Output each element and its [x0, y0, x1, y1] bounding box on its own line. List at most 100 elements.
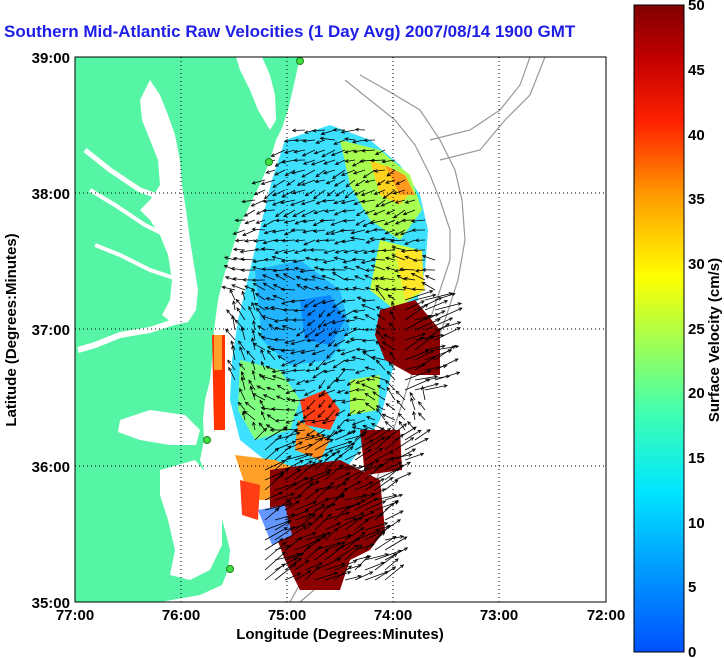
velocity-vector-head	[410, 273, 416, 277]
velocity-vector-head	[279, 473, 284, 478]
velocity-vector-head	[225, 328, 230, 333]
velocity-vector-head	[318, 393, 323, 398]
velocity-vector	[274, 455, 292, 471]
velocity-vector-head	[380, 478, 385, 482]
velocity-vector	[334, 179, 346, 187]
velocity-vector	[284, 572, 301, 581]
velocity-vector	[344, 527, 364, 541]
velocity-vector	[356, 209, 366, 216]
velocity-vector	[252, 422, 256, 431]
velocity-vector	[404, 378, 431, 391]
velocity-vector	[392, 288, 406, 291]
velocity-vector-head	[386, 370, 391, 375]
velocity-vector-head	[280, 370, 286, 375]
velocity-vector-head	[227, 359, 232, 364]
velocity-vector	[362, 299, 376, 302]
velocity-vector-head	[443, 384, 448, 388]
velocity-vector-head	[287, 455, 292, 460]
velocity-vector-head	[340, 544, 345, 549]
velocity-vector	[376, 408, 386, 421]
velocity-vector-head	[303, 477, 309, 481]
velocity-vector-head	[302, 415, 307, 419]
velocity-vector-head	[412, 258, 418, 263]
velocity-vector-head	[351, 356, 356, 360]
velocity-vector-head	[252, 342, 258, 347]
velocity-vector	[224, 256, 236, 261]
velocity-vector-head	[293, 428, 298, 433]
velocity-vector	[304, 503, 325, 521]
velocity-vector-head	[398, 461, 403, 466]
velocity-vector	[311, 159, 326, 166]
potomac-river	[83, 148, 169, 203]
velocity-vector	[424, 323, 450, 341]
velocity-vector	[355, 179, 366, 187]
velocity-vector	[411, 219, 426, 222]
velocity-vector	[334, 534, 351, 541]
velocity-vector-head	[281, 160, 286, 164]
velocity-vector	[341, 199, 356, 204]
velocity-vector-head	[391, 245, 396, 250]
velocity-vector	[286, 419, 296, 424]
velocity-vector-head	[319, 136, 324, 141]
velocity-vector	[324, 454, 343, 471]
velocity-vector	[262, 274, 276, 281]
velocity-vector-head	[361, 499, 366, 503]
velocity-vector-head	[336, 425, 341, 430]
velocity-vector-head	[399, 267, 404, 272]
velocity-vector-head	[345, 511, 351, 516]
velocity-vector-head	[410, 219, 416, 223]
velocity-vector-head	[331, 272, 337, 276]
velocity-vector	[324, 541, 346, 551]
velocity-vector	[354, 428, 368, 441]
velocity-vector-head	[354, 370, 360, 374]
velocity-vector	[333, 329, 346, 334]
velocity-vector	[318, 389, 326, 398]
velocity-vector-head	[360, 512, 365, 516]
velocity-vector-head	[239, 249, 244, 254]
velocity-vector	[404, 438, 429, 451]
velocity-vector-head	[376, 314, 381, 318]
velocity-vector	[313, 189, 326, 200]
velocity-vector	[334, 379, 346, 382]
velocity-vector-head	[312, 532, 317, 536]
velocity-vector	[304, 454, 329, 461]
velocity-vector	[324, 563, 346, 571]
velocity-vector-head	[272, 268, 277, 273]
velocity-vector-head	[290, 398, 296, 403]
velocity-vector	[261, 179, 276, 185]
velocity-vector	[281, 349, 296, 352]
velocity-vector	[395, 199, 406, 204]
velocity-vector	[370, 238, 386, 241]
velocity-vector-head	[325, 498, 330, 502]
velocity-vector-head	[404, 255, 409, 260]
velocity-vector-head	[322, 534, 327, 539]
velocity-vector	[354, 462, 374, 481]
velocity-vector-head	[361, 148, 366, 153]
velocity-vector-head	[451, 292, 456, 297]
velocity-vector	[255, 293, 266, 301]
velocity-vector	[374, 477, 393, 491]
velocity-vector	[294, 149, 306, 153]
velocity-vector	[291, 339, 306, 345]
velocity-vector	[300, 419, 316, 423]
velocity-vector	[313, 229, 326, 232]
velocity-vector-head	[393, 493, 398, 498]
velocity-vector	[291, 169, 306, 174]
velocity-vector-head	[223, 256, 229, 260]
velocity-vector	[375, 199, 386, 208]
velocity-vector	[380, 277, 396, 281]
velocity-vector	[294, 560, 309, 571]
velocity-vector	[424, 385, 448, 391]
velocity-vector-head	[241, 199, 246, 204]
velocity-vector-head	[341, 239, 346, 244]
velocity-vector-head	[290, 299, 295, 304]
velocity-vector-head	[356, 480, 362, 485]
velocity-vector-head	[263, 195, 269, 200]
velocity-vector	[314, 472, 330, 481]
velocity-vector	[271, 408, 286, 411]
velocity-vector-head	[394, 200, 399, 204]
albemarle-sound	[118, 410, 200, 445]
velocity-vector-head	[352, 316, 358, 320]
velocity-vector-head	[271, 229, 277, 234]
velocity-vector	[252, 329, 256, 341]
